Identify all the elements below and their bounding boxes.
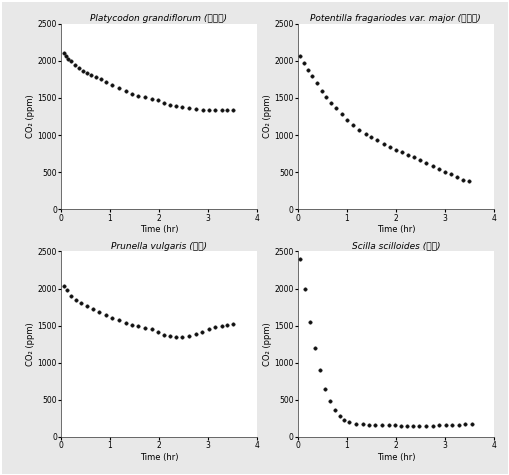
Title: Scilla scilloides (무렃): Scilla scilloides (무렃)	[352, 242, 440, 251]
Title: Platycodon grandiflorum (도라지): Platycodon grandiflorum (도라지)	[91, 14, 228, 23]
X-axis label: Time (hr): Time (hr)	[377, 453, 415, 462]
Y-axis label: CO₂ (ppm): CO₂ (ppm)	[263, 323, 272, 366]
Y-axis label: CO₂ (ppm): CO₂ (ppm)	[26, 95, 35, 138]
X-axis label: Time (hr): Time (hr)	[139, 453, 178, 462]
Y-axis label: CO₂ (ppm): CO₂ (ppm)	[263, 95, 272, 138]
Y-axis label: CO₂ (ppm): CO₂ (ppm)	[26, 323, 35, 366]
X-axis label: Time (hr): Time (hr)	[139, 225, 178, 234]
Title: Prunella vulgaris (꿿풀): Prunella vulgaris (꿿풀)	[111, 242, 207, 251]
X-axis label: Time (hr): Time (hr)	[377, 225, 415, 234]
Title: Potentilla fragariodes var. major (양지꽃): Potentilla fragariodes var. major (양지꽃)	[310, 14, 481, 23]
